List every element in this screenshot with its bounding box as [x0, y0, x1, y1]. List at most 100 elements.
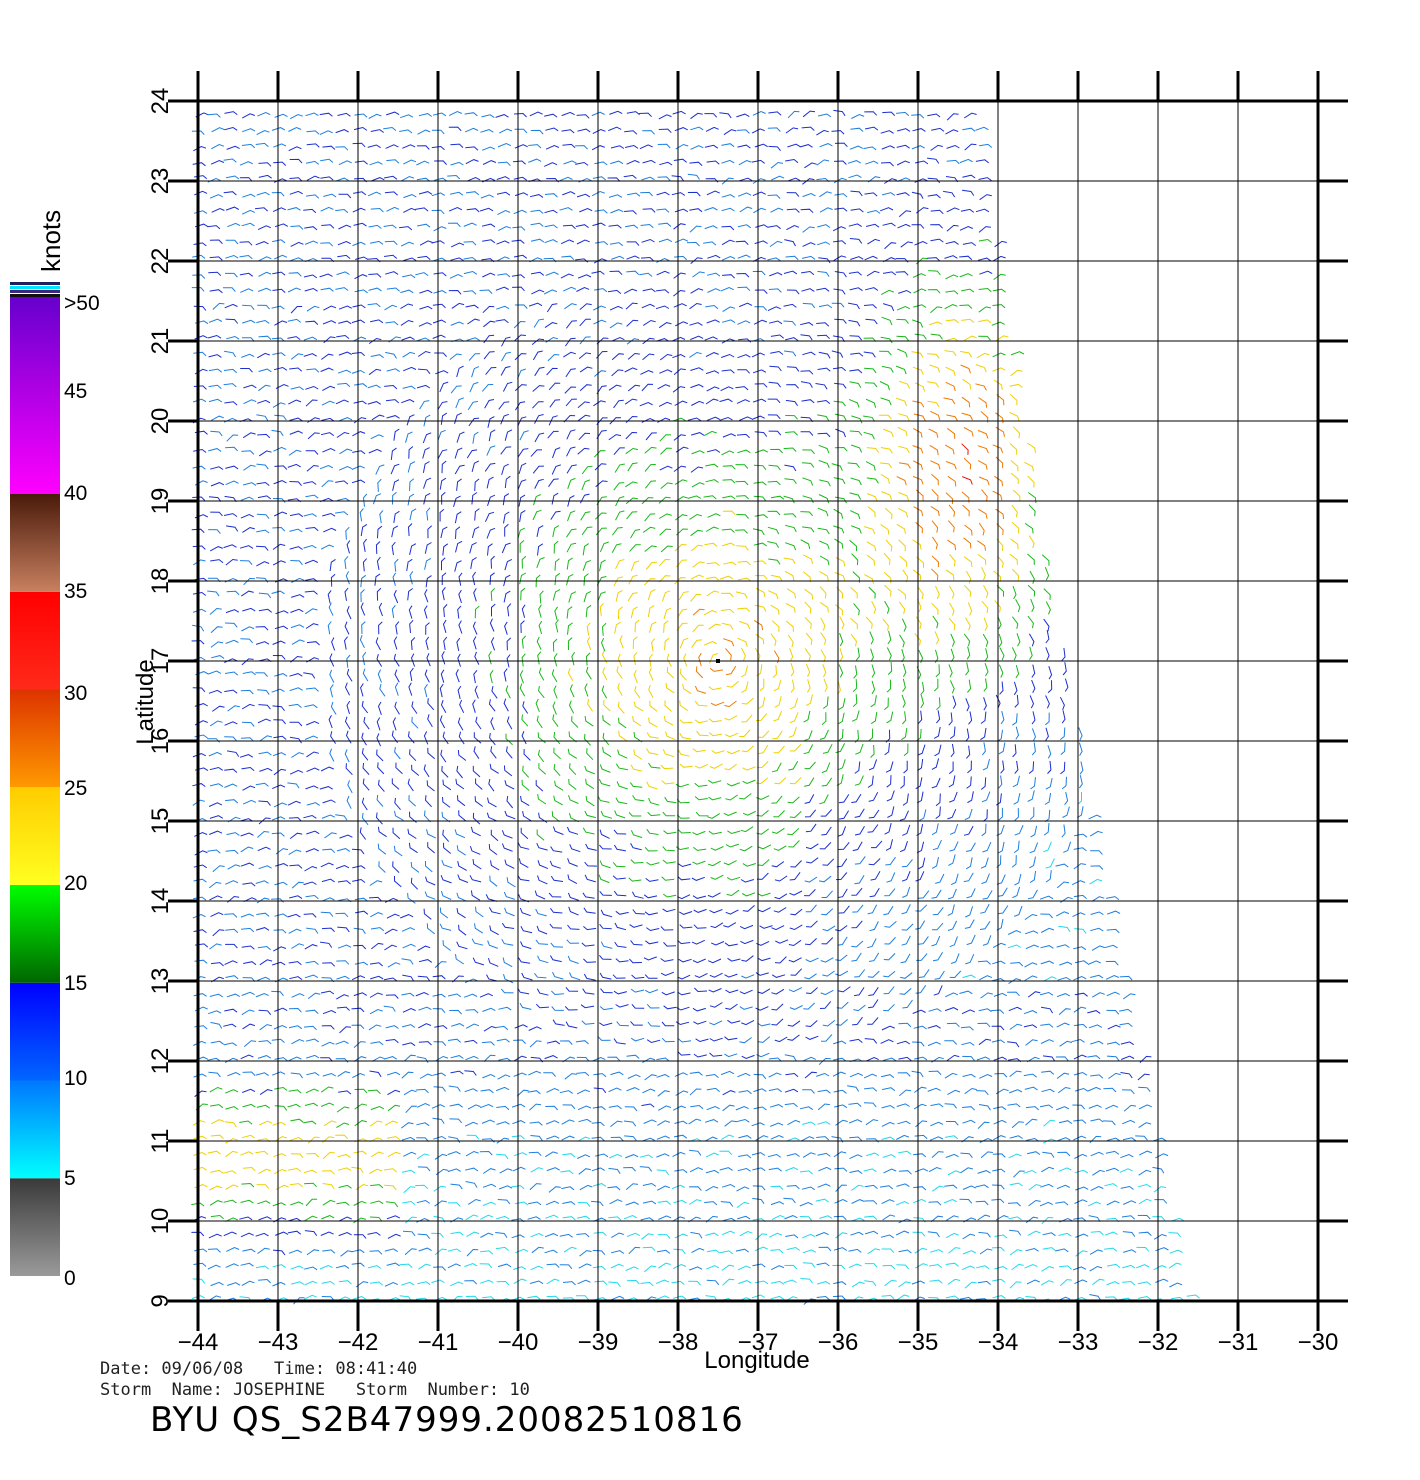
wind-vector — [192, 608, 207, 613]
wind-vector — [898, 492, 910, 501]
wind-vector — [522, 701, 529, 714]
wind-vector — [562, 1153, 576, 1158]
wind-vector — [753, 207, 767, 214]
wind-vector — [385, 994, 399, 999]
wind-vector — [319, 130, 333, 136]
wind-vector — [998, 742, 1006, 755]
wind-vector — [548, 1186, 561, 1193]
wind-vector — [816, 1072, 830, 1077]
wind-vector — [802, 1056, 817, 1062]
wind-vector — [424, 891, 436, 900]
wind-vector — [401, 1122, 414, 1129]
wind-vector — [676, 622, 688, 631]
wind-vector — [223, 1170, 237, 1174]
wind-vector — [982, 758, 990, 771]
wind-vector — [432, 303, 446, 309]
wind-vector — [851, 710, 860, 722]
wind-vector — [495, 114, 509, 118]
wind-vector — [948, 1247, 961, 1254]
wind-vector — [737, 192, 752, 197]
wind-vector — [944, 1040, 958, 1045]
wind-vector — [322, 512, 336, 517]
wind-vector — [466, 449, 478, 459]
wind-vector — [710, 874, 724, 880]
wind-vector — [468, 353, 481, 361]
wind-vector — [194, 1184, 208, 1189]
wind-vector — [800, 1278, 813, 1284]
wind-vector — [673, 1199, 687, 1204]
wind-vector — [210, 641, 224, 648]
wind-vector — [431, 145, 445, 151]
wind-vector — [409, 749, 417, 762]
wind-vector — [470, 890, 481, 901]
wind-vector — [345, 571, 350, 585]
wind-vector — [323, 1120, 337, 1127]
wind-vector — [475, 906, 484, 918]
wind-vector — [751, 128, 765, 134]
wind-vector — [535, 908, 547, 917]
wind-vector — [805, 904, 817, 913]
wind-vector — [581, 465, 593, 475]
wind-vector — [816, 1136, 830, 1141]
wind-vector — [306, 368, 320, 373]
wind-vector — [500, 413, 509, 425]
wind-vector — [819, 794, 829, 805]
wind-vector — [552, 638, 558, 652]
wind-vector — [673, 1248, 686, 1255]
wind-vector — [378, 602, 383, 617]
wind-vector — [737, 286, 751, 292]
wind-vector — [847, 1085, 860, 1092]
wind-vector — [678, 591, 689, 601]
wind-vector — [785, 399, 799, 406]
wind-vector — [931, 536, 938, 550]
wind-vector — [225, 1138, 238, 1144]
wind-vector — [884, 242, 897, 250]
wind-vector — [992, 960, 1006, 965]
wind-vector — [599, 972, 612, 980]
wind-vector — [351, 1262, 365, 1267]
wind-vector — [594, 370, 607, 377]
wind-vector — [895, 271, 909, 276]
wind-vector — [959, 225, 973, 231]
wind-vector — [487, 797, 497, 808]
wind-vector — [741, 697, 754, 705]
wind-vector — [361, 797, 368, 811]
wind-vector — [739, 989, 753, 995]
wind-vector — [819, 875, 832, 883]
wind-vector — [587, 698, 594, 712]
wind-vector — [800, 539, 811, 550]
wind-vector — [785, 524, 797, 533]
wind-vector — [401, 1136, 416, 1141]
wind-vector — [193, 210, 208, 214]
wind-vector — [519, 540, 525, 553]
wind-vector — [241, 222, 255, 227]
wind-vector — [656, 289, 670, 294]
wind-vector — [980, 727, 987, 741]
wind-vector — [609, 417, 622, 425]
wind-vector — [501, 351, 511, 362]
wind-vector — [369, 962, 384, 967]
wind-vector — [455, 526, 461, 539]
wind-vector — [550, 875, 564, 882]
wind-vector — [1059, 1040, 1073, 1047]
wind-vector — [633, 731, 643, 743]
wind-vector — [361, 621, 366, 635]
wind-vector — [961, 443, 969, 455]
wind-vector — [241, 945, 255, 950]
wind-vector — [896, 1134, 910, 1140]
wind-vector — [322, 848, 336, 854]
wind-vector — [490, 555, 495, 569]
wind-vector — [1009, 393, 1018, 406]
wind-vector — [848, 223, 862, 228]
wind-vector — [353, 992, 367, 997]
wind-vector — [979, 194, 992, 201]
wind-vector — [1056, 1022, 1070, 1028]
wind-vector — [416, 177, 431, 182]
wind-vector — [441, 651, 446, 665]
wind-vector — [520, 926, 533, 934]
wind-vector — [415, 272, 429, 277]
colorbar-segment — [10, 885, 60, 983]
wind-vector — [979, 270, 993, 275]
wind-vector — [657, 143, 671, 149]
wind-vector — [881, 1248, 895, 1254]
